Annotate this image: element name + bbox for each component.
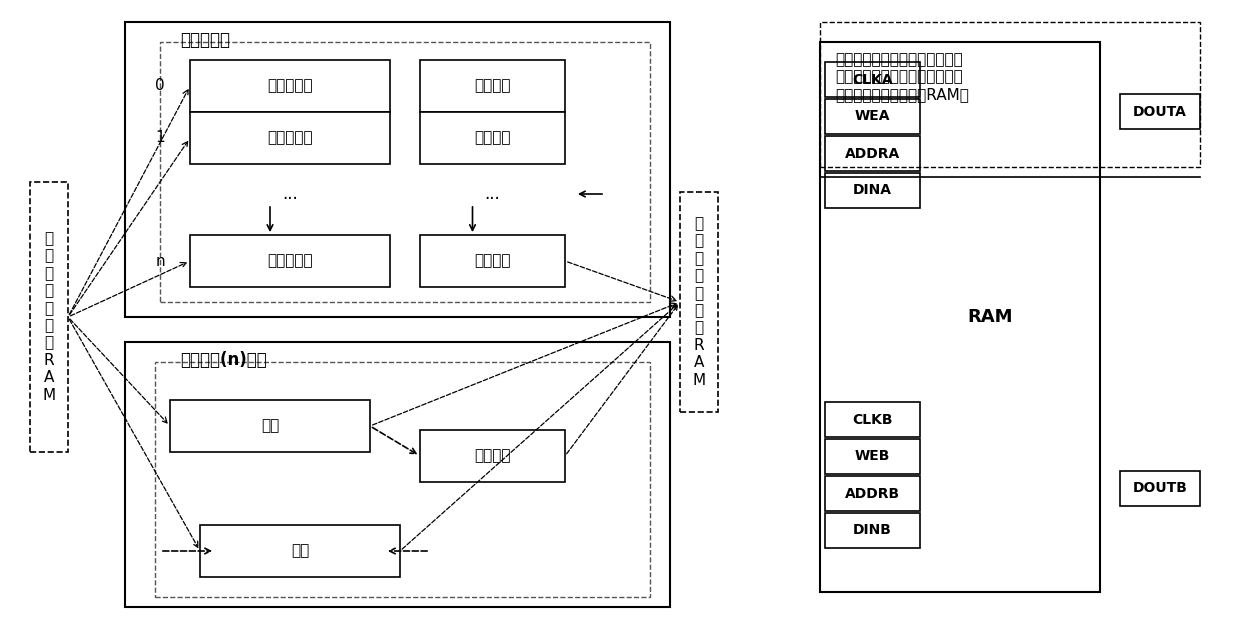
Bar — [825, 476, 920, 511]
Bar — [155, 362, 650, 597]
Bar — [420, 112, 565, 164]
Text: 链表存储区: 链表存储区 — [180, 31, 229, 49]
Bar — [680, 192, 718, 412]
Bar — [825, 99, 920, 134]
Text: WEA: WEA — [854, 110, 890, 124]
Bar — [420, 60, 565, 112]
Text: 有效指示: 有效指示 — [474, 130, 511, 145]
Text: ADDRB: ADDRB — [844, 487, 900, 500]
Bar — [160, 42, 650, 302]
Text: 下一跳指针: 下一跳指针 — [267, 130, 312, 145]
Bar — [1120, 94, 1200, 129]
Bar — [125, 342, 670, 607]
Text: 链表队列(n)实例: 链表队列(n)实例 — [180, 351, 267, 369]
Bar — [825, 513, 920, 548]
Text: CLKA: CLKA — [852, 73, 893, 87]
Bar — [1120, 471, 1200, 506]
Text: ...: ... — [283, 185, 298, 203]
Text: RAM: RAM — [967, 308, 1013, 326]
Text: WEB: WEB — [854, 450, 890, 463]
Text: 0: 0 — [155, 78, 165, 93]
Bar — [420, 430, 565, 482]
Bar — [825, 173, 920, 208]
Bar — [820, 42, 1100, 592]
Bar — [170, 400, 370, 452]
Bar — [820, 22, 1200, 167]
Text: 出
链
需
要
操
作
的
R
A
M: 出 链 需 要 操 作 的 R A M — [692, 216, 706, 388]
Text: DINA: DINA — [853, 184, 892, 198]
Bar — [200, 525, 401, 577]
Bar — [825, 439, 920, 474]
Text: 链表存储区的下一跳指针、有效
指示，链表队列的链头、链尾、
链非空指示都对应一块RAM。: 链表存储区的下一跳指针、有效 指示，链表队列的链头、链尾、 链非空指示都对应一块… — [835, 52, 968, 102]
Text: 1: 1 — [155, 130, 165, 145]
Text: 入
链
需
要
操
作
的
R
A
M: 入 链 需 要 操 作 的 R A M — [42, 231, 56, 403]
Bar — [825, 136, 920, 171]
Bar — [420, 235, 565, 287]
Text: ...: ... — [485, 185, 501, 203]
Text: n: n — [155, 253, 165, 268]
Text: DINB: DINB — [853, 524, 892, 537]
Bar — [190, 235, 391, 287]
Bar — [30, 182, 68, 452]
Bar — [190, 60, 391, 112]
Bar — [825, 62, 920, 97]
Text: 链头: 链头 — [291, 544, 309, 559]
Text: ADDRA: ADDRA — [844, 147, 900, 161]
Text: DOUTA: DOUTA — [1133, 105, 1187, 119]
Bar — [825, 402, 920, 437]
Text: DOUTB: DOUTB — [1132, 482, 1188, 495]
Bar — [190, 112, 391, 164]
Text: 下一跳指针: 下一跳指针 — [267, 253, 312, 268]
Text: 链尾: 链尾 — [260, 418, 279, 433]
Text: 下一跳指针: 下一跳指针 — [267, 78, 312, 93]
Text: 非空指示: 非空指示 — [474, 448, 511, 463]
Text: 有效指示: 有效指示 — [474, 78, 511, 93]
Text: 有效指示: 有效指示 — [474, 253, 511, 268]
Text: CLKB: CLKB — [852, 413, 893, 426]
Bar — [125, 22, 670, 317]
